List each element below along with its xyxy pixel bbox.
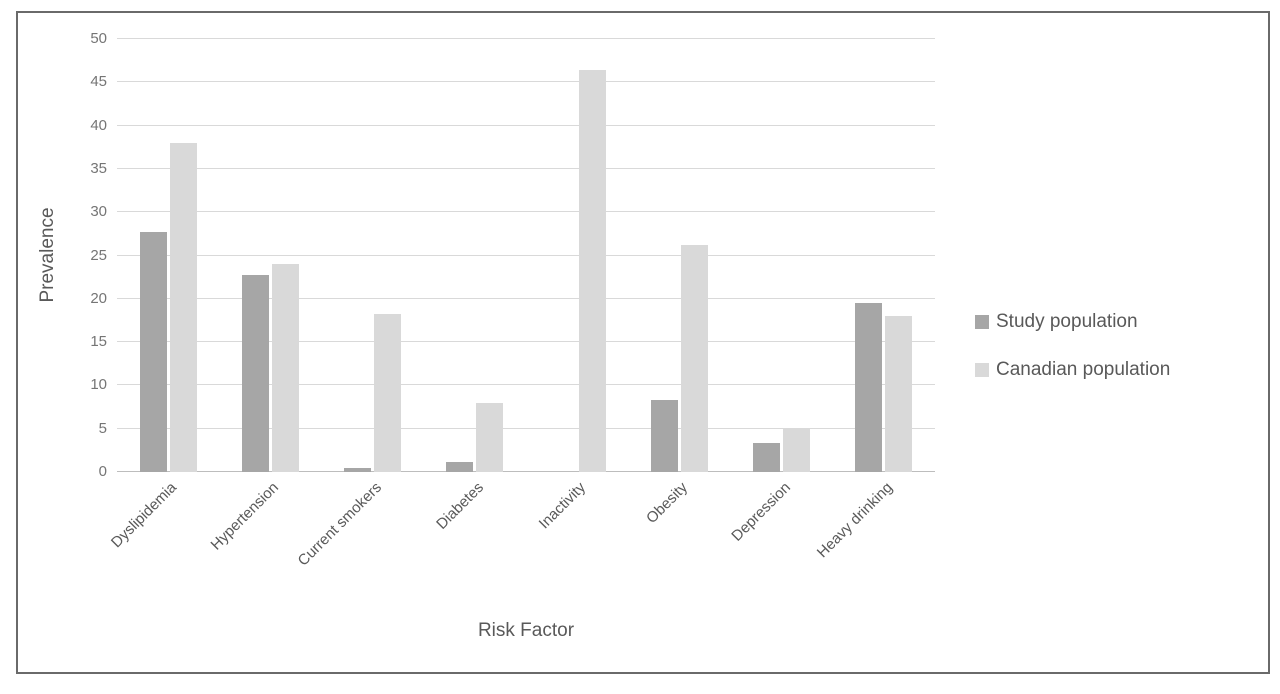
bar-canadian-population-diabetes xyxy=(476,402,504,472)
plot-area xyxy=(117,38,935,472)
y-tick-label: 25 xyxy=(90,246,107,264)
y-tick-label: 35 xyxy=(90,159,107,177)
y-tick-label: 45 xyxy=(90,73,107,91)
legend-item-canadian-population: Canadian population xyxy=(975,358,1170,382)
x-category-label-depression: Depression xyxy=(727,479,794,545)
legend-marker-study-population-icon xyxy=(975,315,989,329)
bar-canadian-population-current-smokers xyxy=(374,314,402,472)
legend-item-study-population: Study population xyxy=(975,310,1170,334)
y-tick-label: 10 xyxy=(90,376,107,394)
gridline xyxy=(117,167,935,169)
legend: Study population Canadian population xyxy=(975,310,1170,406)
y-tick-label: 5 xyxy=(98,419,107,437)
gridline xyxy=(117,124,935,126)
gridline xyxy=(117,38,935,39)
chart-figure: Prevalence 0 5 10 15 20 25 30 35 40 45 50 Dyslipid… xyxy=(16,11,1270,674)
bar-study-population-diabetes xyxy=(446,462,474,472)
bar-canadian-population-hypertension xyxy=(271,264,299,472)
x-category-label-dyslipidemia: Dyslipidemia xyxy=(107,479,181,552)
x-category-label-heavy-drinking: Heavy drinking xyxy=(813,479,896,562)
x-axis-title: Risk Factor xyxy=(477,620,575,641)
y-tick-label: 40 xyxy=(90,116,107,134)
bar-canadian-population-dyslipidemia xyxy=(169,142,197,472)
bar-study-population-depression xyxy=(753,443,781,472)
bar-canadian-population-heavy-drinking xyxy=(885,316,913,472)
y-tick-label: 20 xyxy=(90,289,107,307)
y-tick-label: 30 xyxy=(90,203,107,221)
x-category-label-hypertension: Hypertension xyxy=(207,479,283,554)
y-tick-label: 50 xyxy=(90,30,107,47)
gridline xyxy=(117,341,935,343)
legend-label-study-population: Study population xyxy=(996,311,1138,332)
bar-study-population-hypertension xyxy=(241,274,269,472)
gridline xyxy=(117,211,935,213)
gridline xyxy=(117,81,935,83)
y-tick-label: 15 xyxy=(90,333,107,351)
x-category-label-diabetes: Diabetes xyxy=(433,479,487,533)
bar-study-population-dyslipidemia xyxy=(139,232,167,472)
gridline xyxy=(117,254,935,256)
bar-canadian-population-inactivity xyxy=(578,70,606,472)
bar-canadian-population-depression xyxy=(783,428,811,472)
bar-canadian-population-obesity xyxy=(680,245,708,472)
bar-study-population-obesity xyxy=(650,400,678,472)
bar-study-population-current-smokers xyxy=(344,467,372,472)
x-category-label-current-smokers: Current smokers xyxy=(294,479,385,570)
x-axis-line xyxy=(117,471,935,472)
y-axis-title: Prevalence xyxy=(37,207,58,303)
legend-label-canadian-population: Canadian population xyxy=(996,359,1171,380)
gridline xyxy=(117,297,935,299)
gridline xyxy=(117,384,935,386)
legend-marker-canadian-population-icon xyxy=(975,363,989,377)
bar-study-population-heavy-drinking xyxy=(855,303,883,472)
y-tick-label: 0 xyxy=(98,463,107,480)
gridline xyxy=(117,427,935,429)
